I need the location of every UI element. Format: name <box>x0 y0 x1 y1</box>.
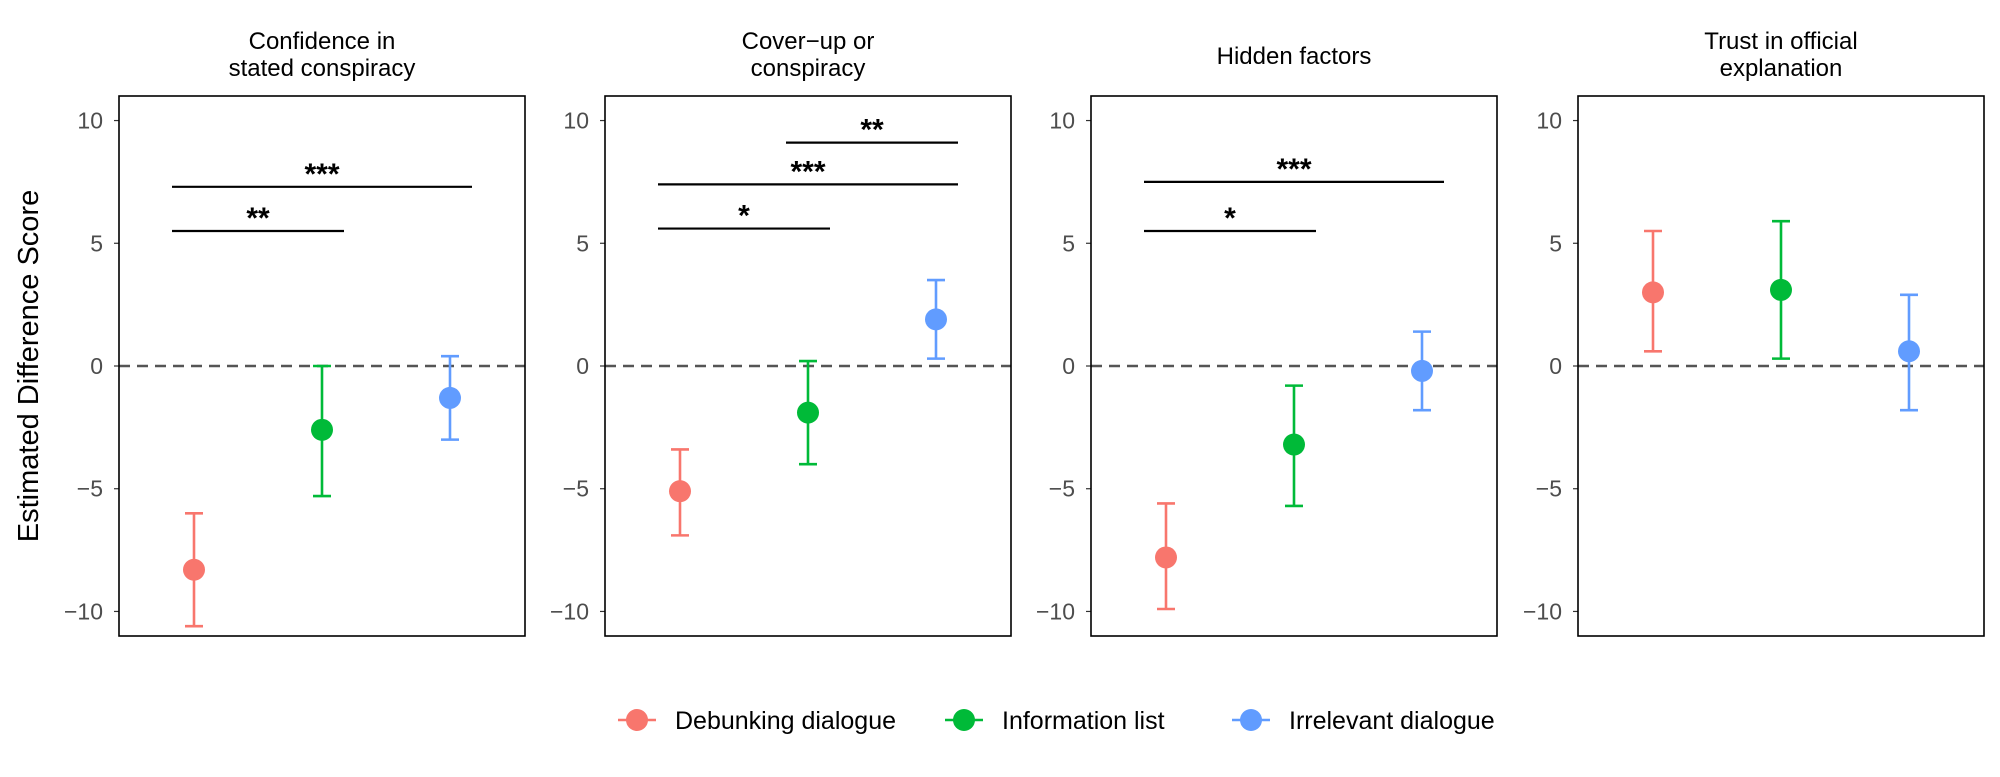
panel-title-line: explanation <box>1720 55 1843 82</box>
legend-key-point <box>953 709 975 731</box>
data-point-group <box>311 364 333 498</box>
significance-label: *** <box>790 155 825 188</box>
estimate-point <box>1155 546 1177 569</box>
data-point-group <box>1770 219 1792 360</box>
data-point-group <box>1155 502 1177 611</box>
legend-label: Irrelevant dialogue <box>1289 707 1495 735</box>
panel-title-line: conspiracy <box>751 55 866 82</box>
data-point-group <box>1898 293 1920 412</box>
estimate-point <box>925 308 947 331</box>
y-tick-label: −5 <box>77 476 103 502</box>
y-tick-label: −10 <box>64 598 103 624</box>
y-tick-label: −5 <box>1049 476 1075 502</box>
legend-item: Irrelevant dialogue <box>1232 707 1495 735</box>
legend: Debunking dialogue Information list Irrele… <box>618 707 1495 735</box>
estimate-point <box>183 558 205 581</box>
significance-label: * <box>1224 202 1236 235</box>
data-point-group <box>1411 330 1433 412</box>
y-tick-label: −10 <box>550 598 589 624</box>
y-tick-label: −5 <box>563 476 589 502</box>
significance-label: ** <box>860 114 884 147</box>
legend-label: Information list <box>1002 707 1165 735</box>
y-tick-label: 10 <box>563 108 589 134</box>
y-tick-label: 10 <box>77 108 103 134</box>
significance-label: ** <box>246 202 270 235</box>
data-point-group <box>797 359 819 466</box>
significance-label: *** <box>1276 153 1311 186</box>
estimate-point <box>439 386 461 409</box>
legend-item: Debunking dialogue <box>618 707 896 735</box>
data-point-group <box>669 448 691 537</box>
legend-label: Debunking dialogue <box>675 707 896 735</box>
panel-border <box>1577 95 1985 637</box>
estimate-point <box>1411 359 1433 382</box>
y-tick-label: 0 <box>90 353 103 379</box>
panel-border <box>1090 95 1498 637</box>
estimate-point <box>1642 281 1664 304</box>
panel-title-line: Trust in official <box>1704 28 1857 55</box>
y-tick-label: 10 <box>1049 108 1075 134</box>
y-tick-label: 0 <box>576 353 589 379</box>
data-point-group <box>439 354 461 441</box>
data-point-group <box>1642 229 1664 353</box>
panel-title-line: Confidence in <box>249 28 396 55</box>
panel-title-line: stated conspiracy <box>229 55 416 82</box>
y-tick-label: −10 <box>1523 598 1562 624</box>
y-tick-label: 5 <box>1549 230 1562 256</box>
legend-key-point <box>626 709 648 731</box>
y-tick-label: 10 <box>1536 108 1562 134</box>
y-axis-label: Estimated Difference Score <box>13 190 45 542</box>
estimate-point <box>797 401 819 424</box>
estimate-point <box>1898 340 1920 363</box>
panel-title-line: Hidden factors <box>1217 43 1372 70</box>
y-tick-label: 5 <box>576 230 589 256</box>
legend-key-point <box>1240 709 1262 731</box>
estimate-point <box>1283 433 1305 456</box>
significance-label: * <box>738 200 750 233</box>
y-tick-label: 0 <box>1549 353 1562 379</box>
panel-title-line: Cover−up or <box>742 28 875 55</box>
panel-border <box>604 95 1012 637</box>
y-tick-label: 5 <box>1062 230 1075 256</box>
estimate-point <box>669 480 691 503</box>
y-tick-label: −5 <box>1536 476 1562 502</box>
y-tick-label: 5 <box>90 230 103 256</box>
estimate-point <box>1770 278 1792 301</box>
panel-border <box>118 95 526 637</box>
y-tick-label: 0 <box>1062 353 1075 379</box>
data-point-group <box>1283 384 1305 508</box>
legend-item: Information list <box>945 707 1165 735</box>
y-tick-label: −10 <box>1036 598 1075 624</box>
data-point-group <box>925 278 947 360</box>
data-point-group <box>183 511 205 628</box>
significance-label: *** <box>304 158 339 191</box>
estimate-point <box>311 418 333 441</box>
